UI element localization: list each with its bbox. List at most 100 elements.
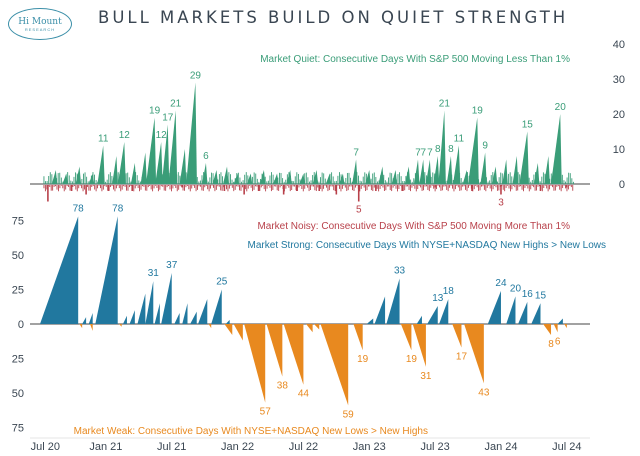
quiet-bar <box>438 110 446 184</box>
top-data-label: 29 <box>190 71 202 82</box>
strong-area <box>439 299 449 324</box>
weak-area <box>564 324 567 329</box>
weak-area <box>233 324 243 341</box>
quiet-bar <box>512 156 519 184</box>
bottom-ytick-label: 50 <box>12 250 24 262</box>
strong-area <box>122 315 127 324</box>
x-tick-label: Jul 20 <box>31 441 60 453</box>
x-tick-label: Jan 24 <box>484 441 517 453</box>
quiet-bar <box>186 82 197 184</box>
strong-area <box>161 272 172 324</box>
strong-area <box>145 281 154 324</box>
top-data-label: 19 <box>149 106 161 117</box>
top-data-label: 12 <box>156 130 168 141</box>
bottom-ytick-label: 25 <box>12 354 24 366</box>
x-tick-label: Jul 21 <box>157 441 186 453</box>
quiet-bar <box>468 117 479 184</box>
weak-area <box>244 324 266 403</box>
quiet-bar <box>179 149 187 184</box>
strong-area <box>95 216 118 324</box>
strong-area <box>416 315 422 324</box>
weak-area <box>412 324 426 367</box>
strong-area <box>557 318 563 324</box>
bottom-data-label: 31 <box>148 268 160 279</box>
strong-area <box>386 278 400 324</box>
top-data-label: 5 <box>356 205 362 216</box>
bottom-ytick-label: 75 <box>12 423 24 435</box>
top-data-label: 12 <box>119 130 131 141</box>
top-data-label: 11 <box>98 134 109 145</box>
weak-area <box>464 324 484 384</box>
bottom-ytick-label: 50 <box>12 388 24 400</box>
quiet-bar <box>433 156 440 184</box>
weak-area <box>224 324 233 336</box>
strong-area <box>366 318 374 324</box>
legend-noisy: Market Noisy: Consecutive Days With S&P … <box>257 221 570 232</box>
bottom-data-label: 17 <box>456 351 468 362</box>
strong-area <box>374 296 386 324</box>
x-tick-label: Jul 22 <box>289 441 318 453</box>
top-data-label: 3 <box>498 198 504 209</box>
chart-title: BULL MARKETS BUILD ON QUIET STRENGTH <box>98 8 569 27</box>
bottom-data-label: 78 <box>73 203 85 214</box>
top-data-label: 7 <box>415 148 421 159</box>
bottom-data-label: 37 <box>166 260 178 271</box>
weak-area <box>353 324 363 351</box>
bottom-data-label: 8 <box>548 339 554 350</box>
bottom-data-label: 38 <box>277 380 289 391</box>
top-data-label: 8 <box>448 144 454 155</box>
quiet-bar <box>425 159 432 184</box>
weak-area <box>283 324 304 385</box>
legend-quiet: Market Quiet: Consecutive Days With S&P … <box>260 54 570 65</box>
bottom-data-label: 78 <box>112 203 124 214</box>
weak-area <box>320 324 349 406</box>
top-ytick-label: 30 <box>613 74 625 86</box>
strong-area <box>225 319 230 324</box>
top-data-label: 15 <box>522 120 534 131</box>
legend-weak: Market Weak: Consecutive Days With NYSE+… <box>74 426 428 437</box>
weak-area <box>553 324 558 333</box>
top-data-label: 6 <box>203 151 209 162</box>
strong-area <box>88 312 93 324</box>
strong-area <box>174 312 180 324</box>
top-data-label: 20 <box>555 102 567 113</box>
top-ytick-label: 40 <box>613 39 625 51</box>
x-tick-label: Jan 21 <box>89 441 122 453</box>
strong-area <box>137 293 146 324</box>
strong-area <box>427 306 438 324</box>
logo-brand: Hi Mount <box>18 16 62 27</box>
strong-area <box>190 311 197 324</box>
strong-area <box>82 317 87 324</box>
weak-area <box>400 324 412 351</box>
quiet-bar <box>161 124 170 184</box>
quiet-bar <box>168 110 178 184</box>
logo-sub: RESEARCH <box>24 26 56 32</box>
top-data-label: 7 <box>427 148 433 159</box>
top-data-label: 19 <box>472 106 484 117</box>
weak-area <box>79 324 83 329</box>
x-tick-label: Jan 23 <box>353 441 386 453</box>
bottom-data-label: 43 <box>478 387 490 398</box>
bottom-data-label: 20 <box>510 283 522 294</box>
quiet-bar <box>117 142 126 184</box>
weak-area <box>90 324 93 331</box>
quiet-bar <box>519 131 529 184</box>
bottom-data-label: 13 <box>432 293 444 304</box>
bottom-data-label: 31 <box>420 371 432 382</box>
x-tick-label: Jul 23 <box>420 441 449 453</box>
strong-area <box>487 290 501 324</box>
strong-area <box>154 303 160 324</box>
top-data-label: 9 <box>482 141 488 152</box>
quiet-bar <box>130 163 137 184</box>
weak-area <box>119 324 122 327</box>
weak-area <box>266 324 283 377</box>
bottom-data-label: 57 <box>260 407 272 418</box>
top-data-label: 7 <box>353 148 359 159</box>
top-ytick-label: 20 <box>613 109 625 121</box>
bottom-data-label: 15 <box>535 290 547 301</box>
bottom-data-label: 25 <box>216 277 228 288</box>
bottom-data-label: 6 <box>555 336 561 347</box>
bottom-data-label: 59 <box>343 409 355 420</box>
bottom-data-label: 33 <box>394 265 406 276</box>
